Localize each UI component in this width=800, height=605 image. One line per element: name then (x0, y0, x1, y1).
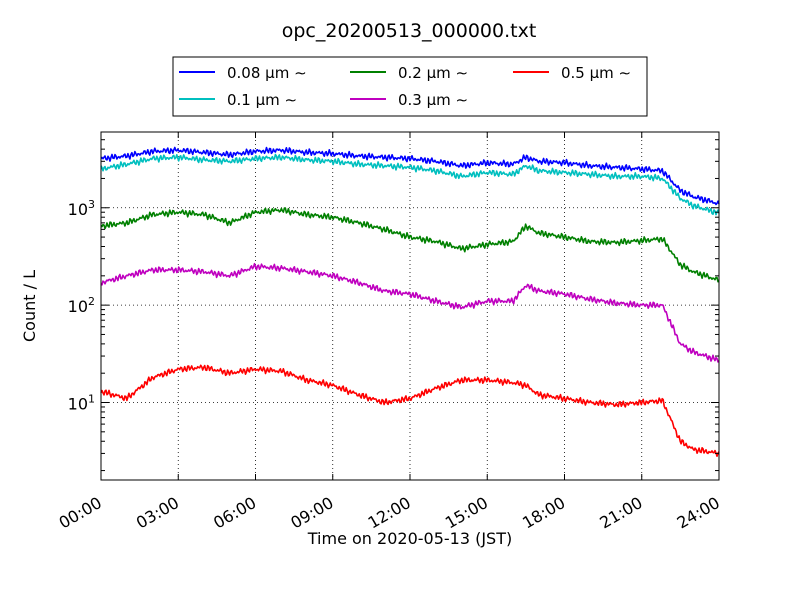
y-tick-label: 103 (68, 198, 95, 219)
y-tick-label-exponent: 2 (88, 295, 95, 308)
series-line (100, 146, 720, 206)
y-axis-label: Count / L (20, 270, 39, 342)
x-axis-label: Time on 2020-05-13 (JST) (307, 529, 512, 548)
series-layer (100, 146, 720, 458)
y-tick-label-exponent: 3 (88, 198, 95, 211)
y-tick-label: 102 (68, 295, 95, 316)
legend-label: 0.08 μm ∼ (227, 64, 307, 82)
legend: 0.08 μm ∼ 0.1 μm ∼ 0.2 μm ∼ 0.3 μm ∼ 0.5 μm … (172, 56, 648, 117)
legend-label: 0.1 μm ∼ (227, 91, 297, 109)
y-tick-label-exponent: 1 (88, 393, 95, 406)
series-line (100, 262, 720, 363)
y-tick-label-base: 10 (68, 297, 88, 316)
series-line (100, 364, 720, 458)
legend-label: 0.2 μm ∼ (398, 64, 468, 82)
grid (101, 132, 719, 480)
series-line (100, 153, 720, 216)
legend-frame (172, 56, 648, 117)
y-tick-label-base: 10 (68, 200, 88, 219)
legend-label: 0.3 μm ∼ (398, 91, 468, 109)
y-tick-label: 101 (68, 393, 95, 414)
y-tick-label-base: 10 (68, 395, 88, 414)
chart-title: opc_20200513_000000.txt (282, 20, 537, 42)
legend-label: 0.5 μm ∼ (561, 64, 631, 82)
series-line (100, 207, 720, 283)
